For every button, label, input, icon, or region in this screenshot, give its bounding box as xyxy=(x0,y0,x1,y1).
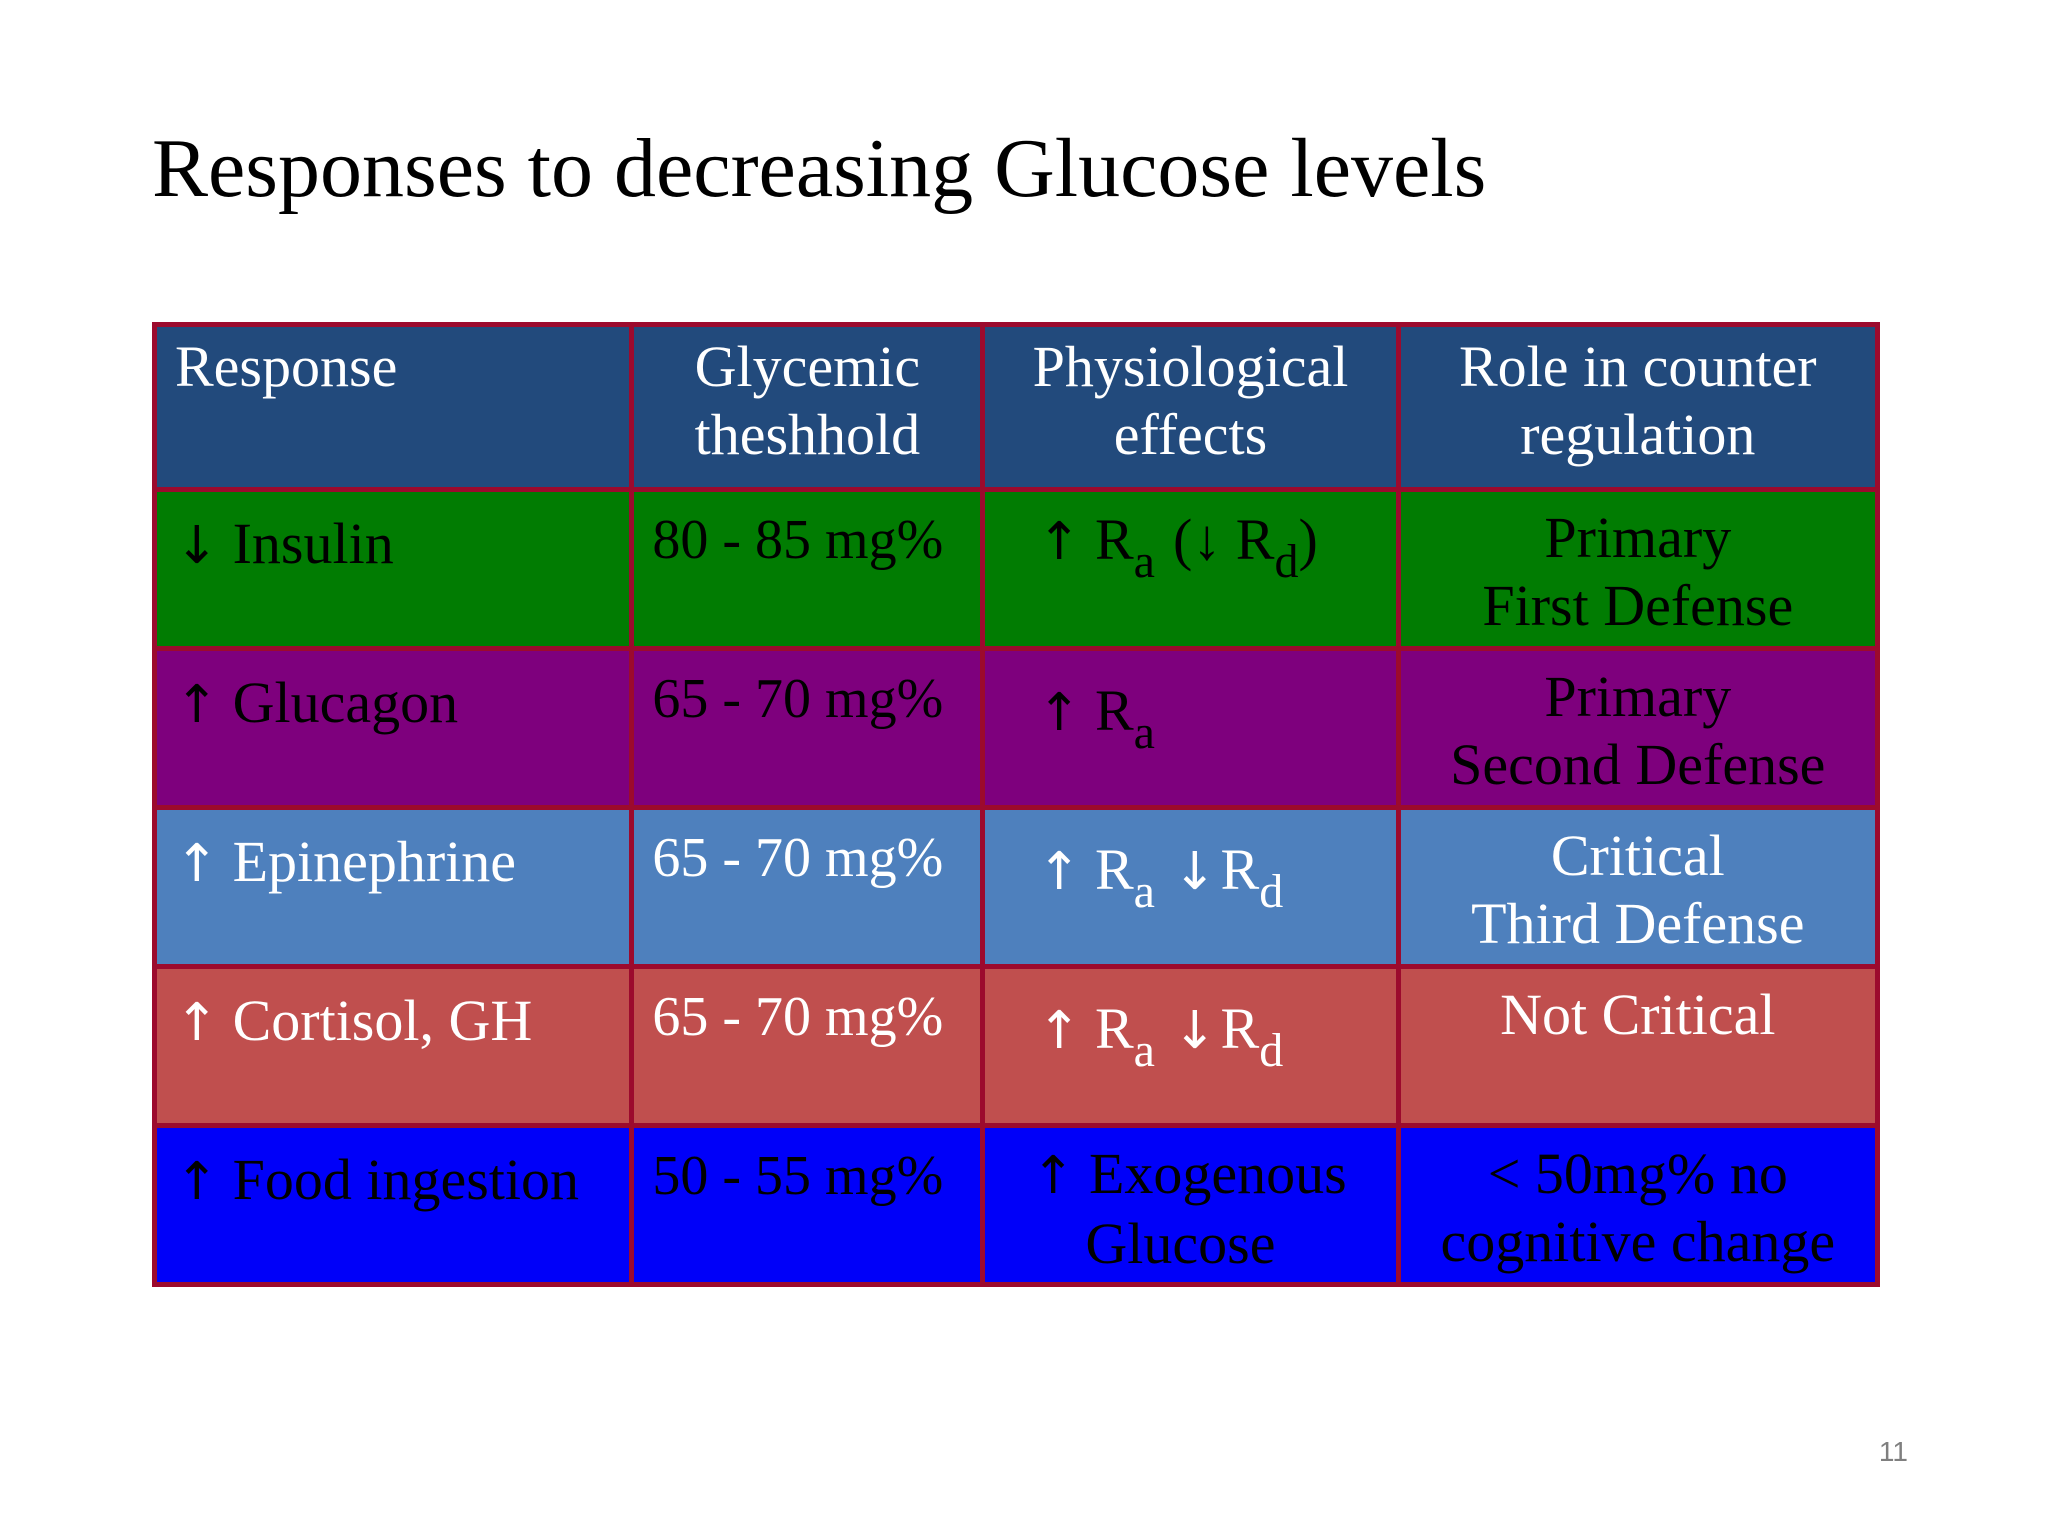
response-label: Insulin xyxy=(232,511,394,576)
role-cell: Primary First Defense xyxy=(1395,487,1881,651)
table-row-cortisol: ↑ Cortisol, GH 65 - 70 mg% ↑ Ra ↓Rd Not Cri… xyxy=(151,964,1881,1128)
header-role: Role in counter regulation xyxy=(1395,322,1881,492)
effect-cell: ↑ Exogenous Glucose xyxy=(980,1123,1401,1287)
threshold-cell: 80 - 85 mg% xyxy=(629,487,986,651)
up-arrow-icon: ↑ xyxy=(175,834,219,894)
threshold-cell: 65 - 70 mg% xyxy=(629,805,986,969)
response-label: Glucagon xyxy=(232,670,459,735)
glucose-response-table: Response Glycemic theshhold Physiologica… xyxy=(151,322,1881,1287)
down-arrow-icon: ↓ xyxy=(1172,1001,1217,1061)
threshold-cell: 65 - 70 mg% xyxy=(629,646,986,810)
response-cell: ↑ Glucagon xyxy=(151,646,635,810)
response-label: Cortisol, GH xyxy=(232,988,533,1053)
role-cell: Critical Third Defense xyxy=(1395,805,1881,969)
response-label: Food ingestion xyxy=(232,1147,579,1212)
table-row-food-ingestion: ↑ Food ingestion 50 - 55 mg% ↑ Exogenous G… xyxy=(151,1123,1881,1287)
effect-cell: ↑ Ra (↓ Rd) xyxy=(980,487,1401,651)
header-effects: Physiological effects xyxy=(980,322,1401,492)
role-cell: Primary Second Defense xyxy=(1395,646,1881,810)
threshold-cell: 65 - 70 mg% xyxy=(629,964,986,1128)
table-row-insulin: ↓ Insulin 80 - 85 mg% ↑ Ra (↓ Rd) Primary F… xyxy=(151,487,1881,651)
header-response: Response xyxy=(151,322,635,492)
up-arrow-icon: ↑ xyxy=(1037,842,1081,902)
up-arrow-icon: ↑ xyxy=(175,1152,219,1212)
role-cell: < 50mg% no cognitive change xyxy=(1395,1123,1881,1287)
response-cell: ↑ Cortisol, GH xyxy=(151,964,635,1128)
down-arrow-icon: ↓ xyxy=(175,516,219,576)
up-arrow-icon: ↑ xyxy=(175,993,219,1053)
table-header-row: Response Glycemic theshhold Physiologica… xyxy=(151,322,1881,492)
threshold-cell: 50 - 55 mg% xyxy=(629,1123,986,1287)
up-arrow-icon: ↑ xyxy=(1037,512,1081,572)
up-arrow-icon: ↑ xyxy=(1037,683,1081,743)
role-cell: Not Critical xyxy=(1395,964,1881,1128)
up-arrow-icon: ↑ xyxy=(1031,1146,1075,1206)
response-label: Epinephrine xyxy=(232,829,517,894)
slide-title: Responses to decreasing Glucose levels xyxy=(152,122,1487,215)
effect-cell: ↑ Ra ↓Rd xyxy=(980,964,1401,1128)
up-arrow-icon: ↑ xyxy=(175,675,219,735)
effect-cell: ↑ Ra xyxy=(980,646,1401,810)
table-row-glucagon: ↑ Glucagon 65 - 70 mg% ↑ Ra Primary Second… xyxy=(151,646,1881,810)
page-number: 11 xyxy=(1878,1436,1908,1467)
down-arrow-icon: ↓ xyxy=(1172,842,1217,902)
response-cell: ↑ Food ingestion xyxy=(151,1123,635,1287)
response-cell: ↑ Epinephrine xyxy=(151,805,635,969)
up-arrow-icon: ↑ xyxy=(1037,1001,1081,1061)
effect-cell: ↑ Ra ↓Rd xyxy=(980,805,1401,969)
table-row-epinephrine: ↑ Epinephrine 65 - 70 mg% ↑ Ra ↓Rd Critical… xyxy=(151,805,1881,969)
header-threshold: Glycemic theshhold xyxy=(629,322,986,492)
response-cell: ↓ Insulin xyxy=(151,487,635,651)
